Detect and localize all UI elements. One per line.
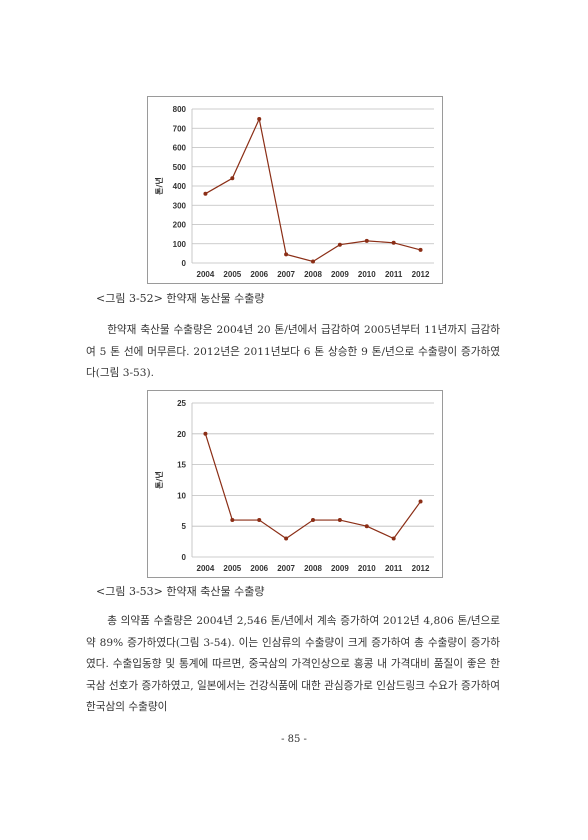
chart-agri-export-svg: 0 100 200 300 400 500 600 700 800 톤/년 2004 2005 2006… (154, 105, 434, 279)
x-tick-label: 2009 (331, 270, 349, 279)
y-axis-label: 톤/년 (154, 471, 164, 489)
page-number: - 85 - (281, 734, 307, 745)
y-tick-label: 10 (177, 491, 186, 500)
data-point (337, 518, 342, 523)
data-point (364, 524, 369, 529)
chart-livestock-export-svg: 0 5 10 15 20 25 톤/년 2004 2005 2006 2007 2008 2009 201… (154, 399, 434, 573)
data-point (284, 252, 289, 257)
y-tick-label: 700 (173, 124, 187, 133)
y-tick-label: 300 (173, 201, 187, 210)
y-tick-label: 5 (182, 522, 187, 531)
figure-caption-3-52: <그림 3-52> 한약재 농산물 수출량 (96, 292, 265, 305)
figure-caption-3-53: <그림 3-53> 한약재 축산물 수출량 (96, 585, 265, 598)
x-tick-label: 2011 (385, 270, 403, 279)
body-paragraph-2: 총 의약품 수출량은 2004년 2,546 톤/년에서 계속 증가하여 201… (86, 615, 500, 713)
chart-livestock-export: 0 5 10 15 20 25 톤/년 2004 2005 2006 2007 2008 2009 201… (147, 390, 443, 578)
x-tick-label: 2010 (358, 564, 376, 573)
x-tick-label: 2007 (277, 564, 295, 573)
y-tick-label: 400 (173, 182, 187, 191)
x-tick-label: 2004 (197, 270, 215, 279)
series-line (205, 117, 421, 263)
data-point (230, 176, 235, 181)
data-point (230, 518, 235, 523)
data-point (257, 117, 262, 122)
data-point (311, 259, 315, 264)
data-point (284, 536, 289, 541)
y-tick-label: 25 (177, 399, 186, 408)
y-tick-label: 20 (177, 430, 186, 439)
x-tick-label: 2008 (304, 564, 322, 573)
data-point (364, 238, 369, 243)
data-point (418, 247, 423, 252)
y-tick-label: 500 (173, 163, 187, 172)
data-point (337, 242, 342, 247)
data-point (391, 536, 396, 541)
x-tick-label: 2005 (223, 564, 241, 573)
x-tick-label: 2008 (304, 270, 322, 279)
x-tick-label: 2012 (412, 270, 430, 279)
x-tick-label: 2011 (385, 564, 403, 573)
y-tick-label: 0 (182, 553, 187, 562)
y-tick-label: 200 (173, 221, 187, 230)
x-tick-label: 2006 (250, 564, 268, 573)
x-tick-label: 2006 (250, 270, 268, 279)
data-point (418, 499, 423, 504)
data-point (203, 191, 208, 196)
x-tick-label: 2012 (412, 564, 430, 573)
x-tick-label: 2005 (223, 270, 241, 279)
y-tick-label: 800 (173, 105, 187, 114)
y-tick-label: 100 (173, 240, 187, 249)
x-tick-label: 2009 (331, 564, 349, 573)
data-point (257, 518, 262, 523)
series-line (204, 433, 422, 540)
x-tick-label: 2010 (358, 270, 376, 279)
data-point (203, 431, 208, 436)
x-tick-label: 2004 (197, 564, 215, 573)
y-axis-label: 톤/년 (154, 177, 164, 195)
body-paragraph-1: 한약재 축산물 수출량은 2004년 20 톤/년에서 급감하여 2005년부터… (86, 324, 500, 379)
x-tick-label: 2007 (277, 270, 295, 279)
y-tick-label: 15 (177, 461, 186, 470)
data-point (311, 518, 315, 523)
y-tick-label: 600 (173, 144, 187, 153)
data-point (391, 240, 396, 245)
y-tick-label: 0 (182, 259, 187, 268)
chart-agri-export: 0 100 200 300 400 500 600 700 800 톤/년 2004 2005 2006… (147, 96, 443, 284)
